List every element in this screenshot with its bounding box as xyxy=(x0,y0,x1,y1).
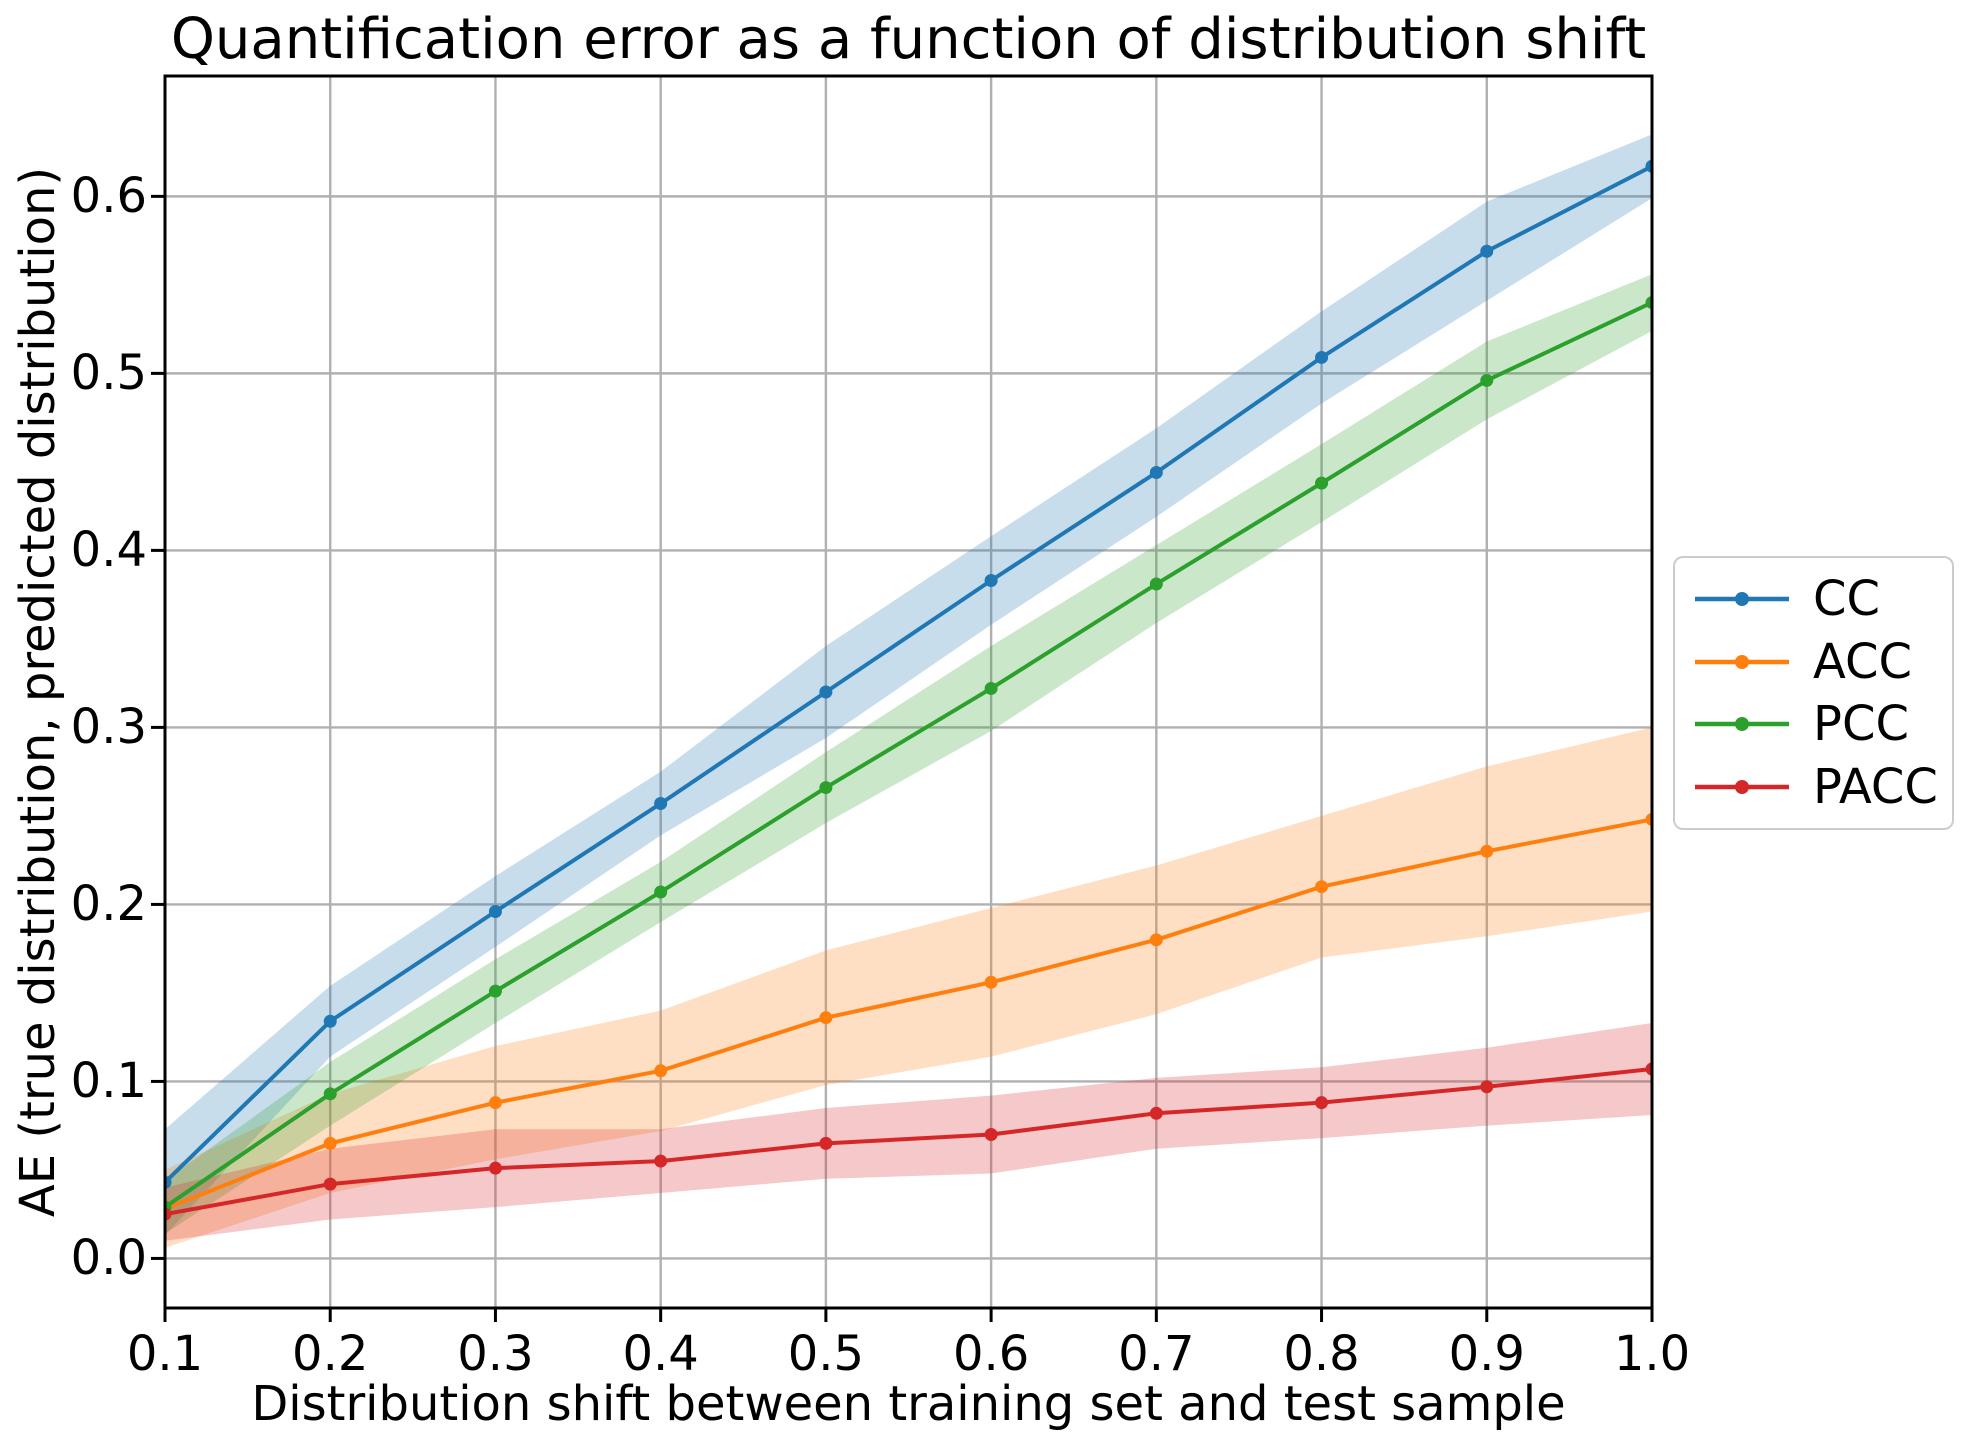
data-point-CC xyxy=(1149,466,1163,480)
series-line-ACC xyxy=(165,817,1652,1211)
data-point-PACC xyxy=(1315,1096,1329,1110)
plot-border xyxy=(163,74,1654,1310)
data-point-CC xyxy=(819,685,833,699)
legend-entry-PACC: PACC xyxy=(1693,763,1938,811)
legend-line-sample xyxy=(1695,654,1789,669)
data-point-PCC xyxy=(488,984,502,998)
y-tick-label: 0.4 xyxy=(70,522,147,579)
confidence-band-CC xyxy=(165,134,1652,1236)
plot-layer xyxy=(165,134,1652,1248)
legend-line-sample xyxy=(1695,592,1789,607)
y-tick-label: 0.2 xyxy=(70,876,147,933)
legend-label: ACC xyxy=(1813,633,1913,690)
data-point-PACC xyxy=(1645,1062,1652,1076)
data-point-ACC xyxy=(984,975,998,989)
legend-entry-PCC: PCC xyxy=(1693,700,1934,748)
legend-line-sample xyxy=(1695,779,1789,794)
confidence-band-PCC xyxy=(165,274,1652,1234)
x-tick-label: 0.8 xyxy=(1283,1326,1360,1382)
legend-entry-ACC: ACC xyxy=(1693,638,1934,686)
data-point-ACC xyxy=(1149,933,1163,947)
data-point-PCC xyxy=(1149,577,1163,591)
x-tick-label: 0.9 xyxy=(1448,1326,1525,1382)
series-line-CC xyxy=(165,164,1652,1185)
legend-marker xyxy=(1735,592,1749,607)
x-tick-label: 0.1 xyxy=(126,1326,204,1382)
confidence-band-PACC xyxy=(165,1023,1652,1241)
data-point-PCC xyxy=(654,885,668,899)
y-tick-label: 0.3 xyxy=(70,699,147,756)
x-tick-label: 0.6 xyxy=(952,1326,1030,1382)
legend-label: PACC xyxy=(1813,758,1938,815)
data-point-ACC xyxy=(1480,844,1494,858)
data-point-ACC xyxy=(1315,880,1329,894)
data-point-CC xyxy=(1645,159,1652,173)
y-tick-label: 0.1 xyxy=(70,1053,147,1110)
data-point-ACC xyxy=(488,1096,502,1110)
data-point-ACC xyxy=(1645,812,1652,826)
data-point-PCC xyxy=(1480,373,1494,387)
legend-label: CC xyxy=(1813,571,1881,628)
series-line-PCC xyxy=(165,300,1652,1210)
confidence-band-ACC xyxy=(165,727,1652,1248)
y-tick-label: 0.5 xyxy=(70,345,147,402)
data-point-ACC xyxy=(654,1064,668,1078)
data-point-CC xyxy=(1480,244,1494,258)
x-tick-label: 1.0 xyxy=(1613,1326,1691,1382)
data-point-PACC xyxy=(488,1161,502,1175)
axes-frame xyxy=(163,74,1654,1310)
data-point-PACC xyxy=(984,1128,998,1142)
x-axis-label: Distribution shift between training set … xyxy=(251,1376,1566,1432)
data-point-CC xyxy=(165,1175,172,1189)
chart-title: Quantification error as a function of di… xyxy=(170,7,1647,72)
data-point-ACC xyxy=(819,1011,833,1025)
legend: CC ACC PCC PACC xyxy=(1673,556,1954,830)
data-point-PACC xyxy=(1149,1106,1163,1120)
y-tick-label: 0.6 xyxy=(70,168,147,225)
legend-marker xyxy=(1735,779,1749,794)
x-tick-label: 0.3 xyxy=(457,1326,534,1382)
series-line-PACC xyxy=(165,1067,1652,1217)
data-point-PCC xyxy=(323,1087,337,1101)
legend-label: PCC xyxy=(1813,696,1909,753)
data-point-PACC xyxy=(654,1154,668,1168)
data-point-CC xyxy=(323,1014,337,1028)
legend-line-sample xyxy=(1695,717,1789,732)
data-point-PACC xyxy=(323,1177,337,1191)
data-point-CC xyxy=(488,904,502,918)
data-point-PACC xyxy=(819,1136,833,1150)
data-point-PCC xyxy=(1315,476,1329,490)
data-point-PACC xyxy=(165,1207,172,1221)
data-point-PCC xyxy=(819,781,833,795)
legend-entry-CC: CC xyxy=(1693,575,1934,623)
x-tick-label: 0.5 xyxy=(787,1326,865,1382)
data-point-CC xyxy=(984,573,998,587)
tick-marks xyxy=(151,194,1654,1322)
x-tick-label: 0.7 xyxy=(1118,1326,1195,1382)
data-point-PCC xyxy=(984,681,998,695)
y-tick-label: 0.0 xyxy=(70,1230,147,1287)
legend-marker xyxy=(1735,717,1749,732)
data-point-CC xyxy=(1315,350,1329,364)
data-point-ACC xyxy=(323,1136,337,1150)
x-tick-label: 0.4 xyxy=(622,1326,699,1382)
data-point-PCC xyxy=(1645,296,1652,310)
data-point-CC xyxy=(654,797,668,811)
data-point-PACC xyxy=(1480,1080,1494,1094)
x-tick-label: 0.2 xyxy=(292,1326,369,1382)
legend-marker xyxy=(1735,654,1749,669)
